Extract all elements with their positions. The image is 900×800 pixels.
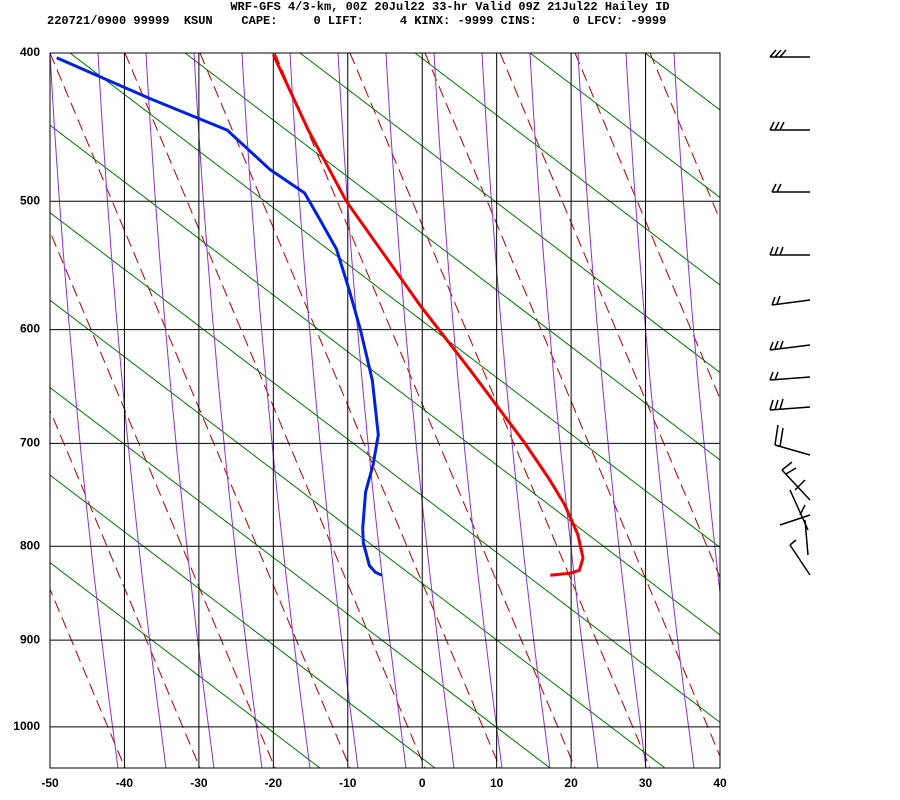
- moist-line: [481, 53, 551, 768]
- adiabat-dashed: [124, 53, 426, 768]
- y-tick-label: 900: [20, 632, 40, 646]
- x-tick-label: 0: [419, 776, 426, 790]
- wind-barb: [769, 246, 810, 256]
- wind-barb: [789, 539, 811, 576]
- x-tick-label: -50: [41, 776, 59, 790]
- adiabat-dashed: [800, 53, 900, 768]
- moist-line: [193, 53, 263, 768]
- wind-barb: [769, 340, 811, 351]
- x-tick-label: -10: [339, 776, 357, 790]
- moist-line: [673, 53, 720, 597]
- moist-line: [289, 53, 359, 768]
- adiabat-dashed: [424, 53, 720, 758]
- moist-line: [337, 53, 407, 768]
- y-tick-label: 400: [20, 45, 40, 59]
- moist-line: [50, 53, 119, 768]
- wind-barb: [804, 519, 809, 556]
- x-tick-label: 40: [713, 776, 727, 790]
- adiabat-green: [184, 53, 720, 461]
- moist-line: [97, 53, 167, 768]
- moist-line: [433, 53, 503, 768]
- wind-barb: [769, 49, 810, 58]
- profile-line: [271, 53, 585, 577]
- adiabat-green: [50, 299, 666, 768]
- grid: 400 500 600 700 800 900 1000 -50 -40 -30 -20 -10 0 10…: [13, 45, 727, 790]
- wind-barb: [779, 504, 811, 526]
- y-tick-label: 500: [20, 193, 40, 207]
- wind-barb: [771, 183, 810, 193]
- profile-line: [56, 56, 383, 577]
- moist-line: [577, 53, 647, 768]
- adiabat-dashed: [875, 53, 900, 768]
- moist-line: [385, 53, 455, 768]
- adiabat-dashed: [50, 230, 276, 768]
- y-tick-label: 600: [20, 322, 40, 336]
- adiabat-green: [50, 387, 551, 768]
- adiabat-dashed: [50, 766, 51, 768]
- plot-frame: [49, 52, 721, 769]
- wind-barb: [771, 295, 811, 306]
- moist-line: [625, 53, 695, 768]
- adiabat-dashed: [649, 53, 720, 222]
- adiabat-dashed: [574, 53, 720, 400]
- profiles: [56, 53, 585, 577]
- adiabat-green: [50, 561, 321, 768]
- moist-line: [145, 53, 215, 768]
- y-tick-label: 700: [20, 436, 40, 450]
- y-tick-label: 1000: [13, 719, 40, 733]
- wind-barb: [769, 398, 811, 411]
- wind-barb: [781, 461, 811, 501]
- adiabat-green: [760, 53, 900, 768]
- adiabat-green: [529, 53, 720, 199]
- moist-line: [529, 53, 599, 768]
- adiabat-dashed: [725, 53, 900, 768]
- x-tick-label: -40: [116, 776, 134, 790]
- moist-line: [241, 53, 311, 768]
- adiabat-green: [69, 53, 720, 549]
- thermo-lines: [50, 53, 900, 768]
- wind-barb: [769, 121, 810, 131]
- adiabat-green: [50, 212, 720, 723]
- adiabat-dashed: [50, 53, 351, 768]
- chart-title: WRF-GFS 4/3-km, 00Z 20Jul22 33-hr Valid …: [230, 0, 669, 14]
- wind-barb: [774, 424, 811, 456]
- wind-barb: [769, 371, 811, 381]
- x-tick-label: 30: [639, 776, 653, 790]
- chart-subtitle: 220721/0900 99999 KSUN CAPE: 0 LIFT: 4 K…: [47, 14, 666, 28]
- x-tick-label: -20: [265, 776, 283, 790]
- adiabat-green: [50, 124, 720, 636]
- adiabat-green: [50, 474, 436, 768]
- adiabat-dashed: [50, 587, 126, 768]
- adiabat-dashed: [199, 53, 501, 768]
- adiabat-green: [875, 53, 900, 768]
- x-tick-label: 10: [490, 776, 504, 790]
- y-tick-label: 800: [20, 538, 40, 552]
- wind-barbs: [769, 49, 811, 576]
- moist-line: [722, 53, 790, 768]
- x-tick-label: 20: [564, 776, 578, 790]
- adiabat-green: [414, 53, 720, 286]
- x-tick-label: -30: [190, 776, 208, 790]
- adiabat-green: [299, 53, 720, 374]
- adiabat-dashed: [499, 53, 720, 579]
